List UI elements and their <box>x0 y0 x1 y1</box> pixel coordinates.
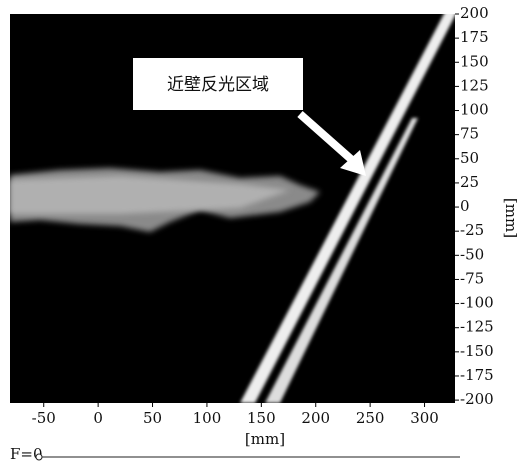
x-axis-label: [mm] <box>245 430 285 448</box>
y-tick-label: 175 <box>460 28 489 46</box>
x-tick-label: 200 <box>301 409 330 427</box>
x-tick-label: 150 <box>247 409 276 427</box>
y-tick-label: 50 <box>460 149 479 167</box>
x-tick-label: 250 <box>356 409 385 427</box>
y-tick-label: 200 <box>460 4 489 22</box>
y-tick-label: 150 <box>460 52 489 70</box>
y-tick-label: -150 <box>460 342 494 360</box>
x-tick-label: 50 <box>143 409 162 427</box>
y-tick-label: -200 <box>460 390 494 408</box>
x-tick-label: 100 <box>193 409 222 427</box>
y-axis-label: [mm] <box>502 198 520 238</box>
y-tick-label: -50 <box>460 245 484 263</box>
chart: 近壁反光区域 [mm] [mm] F=0 -500501001502002503… <box>0 0 531 464</box>
y-tick-label: -75 <box>460 269 484 287</box>
x-tick-label: 0 <box>93 409 103 427</box>
y-tick-label: 25 <box>460 173 479 191</box>
y-tick-label: 0 <box>460 197 470 215</box>
y-tick-label: -25 <box>460 221 484 239</box>
footer-marker <box>36 454 42 460</box>
x-tick-label: -50 <box>32 409 56 427</box>
annotation: 近壁反光区域 <box>167 75 269 95</box>
y-tick-label: 125 <box>460 76 489 94</box>
x-tick-label: 300 <box>410 409 439 427</box>
y-tick-label: 100 <box>460 101 489 119</box>
y-tick-label: 75 <box>460 125 479 143</box>
y-tick-label: -175 <box>460 366 494 384</box>
y-tick-label: -125 <box>460 318 494 336</box>
y-tick-label: -100 <box>460 294 494 312</box>
